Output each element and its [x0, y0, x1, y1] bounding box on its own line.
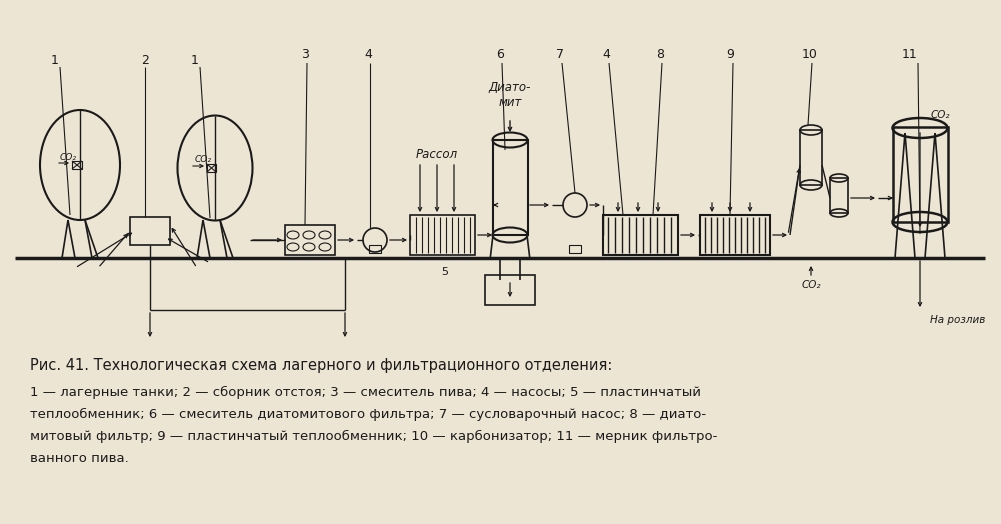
Bar [603, 215, 678, 255]
Bar [700, 215, 770, 255]
Text: 6: 6 [496, 49, 504, 61]
Text: На розлив: На розлив [930, 315, 985, 325]
Bar [72, 161, 82, 169]
Bar [493, 140, 528, 235]
Bar [410, 215, 475, 255]
Bar [130, 217, 170, 245]
Bar [369, 245, 381, 253]
Text: 2: 2 [141, 53, 149, 67]
Bar [485, 275, 535, 305]
Text: Рассол: Рассол [416, 148, 458, 161]
Bar [285, 225, 335, 255]
Text: Рис. 41. Технологическая схема лагерного и фильтрационного отделения:: Рис. 41. Технологическая схема лагерного… [30, 358, 613, 373]
Bar [830, 178, 848, 213]
Text: 7: 7 [556, 49, 564, 61]
Text: CO₂: CO₂ [930, 110, 950, 120]
Text: 1: 1 [51, 53, 59, 67]
Text: ванного пива.: ванного пива. [30, 452, 129, 465]
Text: 10: 10 [802, 49, 818, 61]
Text: Диато-
мит: Диато- мит [488, 81, 532, 109]
Text: 8: 8 [656, 49, 664, 61]
Bar [893, 127, 948, 222]
Bar [569, 245, 581, 253]
Bar [800, 130, 822, 185]
Text: 1: 1 [191, 53, 199, 67]
Text: 11: 11 [902, 49, 918, 61]
Text: CO₂: CO₂ [59, 152, 76, 161]
Text: CO₂: CO₂ [194, 156, 211, 165]
Text: 4: 4 [364, 49, 372, 61]
Text: 4: 4 [602, 49, 610, 61]
Text: 5: 5 [441, 267, 448, 277]
Bar [207, 164, 216, 172]
Text: 9: 9 [726, 49, 734, 61]
Text: CO₂: CO₂ [801, 280, 821, 290]
Text: 1 — лагерные танки; 2 — сборник отстоя; 3 — смеситель пива; 4 — насосы; 5 — плас: 1 — лагерные танки; 2 — сборник отстоя; … [30, 386, 701, 399]
Text: 3: 3 [301, 49, 309, 61]
Text: митовый фильтр; 9 — пластинчатый теплообменник; 10 — карбонизатор; 11 — мерник ф: митовый фильтр; 9 — пластинчатый теплооб… [30, 430, 718, 443]
Text: теплообменник; 6 — смеситель диатомитового фильтра; 7 — сусловарочный насос; 8 —: теплообменник; 6 — смеситель диатомитово… [30, 408, 706, 421]
